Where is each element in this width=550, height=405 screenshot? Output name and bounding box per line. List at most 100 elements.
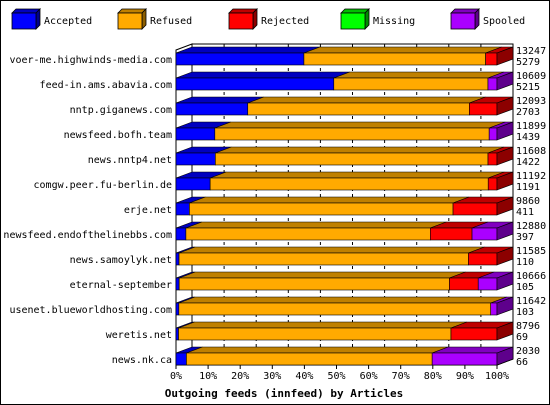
bar-segment-refused (185, 227, 431, 241)
legend-swatch-top (340, 8, 370, 14)
total-value-label: 8796 (516, 321, 540, 332)
bar-top-refused (189, 196, 470, 204)
bar-segment-refused (215, 152, 489, 166)
total-value-label: 10666 (516, 271, 546, 282)
x-tick-label: 40% (295, 371, 313, 382)
bar-segment-spooled (490, 302, 498, 316)
total-value-label: 11642 (516, 296, 546, 307)
bar-segment-rejected (485, 52, 498, 66)
bar-segment-refused (178, 252, 469, 266)
bar-segment-refused (189, 202, 454, 216)
bar-segment-refused (303, 52, 486, 66)
legend-swatch-refused (117, 12, 143, 30)
bar-segment-rejected (468, 252, 498, 266)
x-tick-label: 100% (485, 371, 509, 382)
accepted-value-label: 1439 (516, 132, 540, 143)
category-label: news.nk.ca (112, 355, 172, 366)
legend-label-spooled: Spooled (483, 16, 525, 27)
total-value-label: 9860 (516, 196, 540, 207)
bar-side (496, 196, 514, 216)
bar-top-refused (178, 246, 485, 254)
bar-side (496, 71, 514, 91)
bar-side (496, 346, 514, 366)
total-value-label: 10609 (516, 71, 546, 82)
bar-segment-rejected (469, 102, 498, 116)
total-value-label: 12093 (516, 96, 546, 107)
bar-segment-accepted (175, 52, 305, 66)
accepted-value-label: 110 (516, 257, 534, 268)
legend-swatch-spooled (450, 12, 476, 30)
category-label: weretis.net (106, 330, 172, 341)
bar-side (496, 46, 514, 66)
accepted-value-label: 397 (516, 232, 534, 243)
legend-swatch-top (117, 8, 147, 14)
bar-side (496, 321, 514, 341)
total-value-label: 11608 (516, 146, 546, 157)
category-label: eternal-september (70, 280, 172, 291)
bar-segment-refused (333, 77, 489, 91)
accepted-value-label: 103 (516, 307, 534, 318)
chart-title: Outgoing feeds (innfeed) by Articles (165, 387, 403, 400)
accepted-value-label: 69 (516, 332, 528, 343)
bar-side (496, 271, 514, 291)
x-tick-label: 50% (327, 371, 345, 382)
bar-segment-refused (178, 277, 450, 291)
bar-side (496, 121, 514, 141)
legend-swatch-side (474, 8, 480, 30)
accepted-value-label: 5215 (516, 82, 540, 93)
bar-segment-rejected (449, 277, 479, 291)
bar-segment-accepted (175, 202, 190, 216)
x-tick-label: 20% (231, 371, 249, 382)
x-tick-label: 60% (360, 371, 378, 382)
bar-segment-refused (178, 327, 452, 341)
accepted-value-label: 2703 (516, 107, 540, 118)
legend-label-rejected: Rejected (261, 16, 309, 27)
bar-segment-spooled (477, 277, 498, 291)
bar-segment-spooled (488, 127, 498, 141)
bar-segment-accepted (175, 127, 216, 141)
bar-segment-spooled (487, 77, 498, 91)
bar-segment-spooled (431, 352, 498, 366)
bar-top-accepted (175, 46, 321, 54)
bar-top-refused (215, 146, 505, 154)
legend-swatch-top (228, 8, 258, 14)
bar-segment-accepted (175, 77, 335, 91)
legend-label-missing: Missing (373, 16, 415, 27)
category-label: comgw.peer.fu-berlin.de (34, 180, 172, 191)
legend-label-refused: Refused (150, 16, 192, 27)
bar-segment-refused (209, 177, 489, 191)
bar-top-refused (333, 71, 505, 79)
bar-top-refused (178, 321, 468, 329)
bar-segment-accepted (175, 227, 187, 241)
total-value-label: 12880 (516, 221, 546, 232)
bar-side (496, 246, 514, 266)
bar-segment-rejected (450, 327, 498, 341)
legend-swatch-top (11, 8, 41, 14)
category-label: newsfeed.endofthelinebbs.com (3, 230, 172, 241)
accepted-value-label: 5279 (516, 57, 540, 68)
bar-top-refused (214, 121, 506, 129)
bar-top-accepted (175, 71, 350, 79)
x-tick-label: 70% (392, 371, 410, 382)
category-label: nntp.giganews.com (70, 105, 172, 116)
bar-top-refused (179, 271, 466, 279)
total-value-label: 11899 (516, 121, 546, 132)
category-label: erje.net (124, 205, 172, 216)
bar-segment-refused (186, 352, 433, 366)
bar-side (496, 296, 514, 316)
category-label: news.samoylyk.net (70, 255, 172, 266)
x-tick-label: 0% (170, 371, 182, 382)
legend-swatch-top (450, 8, 480, 14)
legend-swatch-side (364, 8, 370, 30)
bar-segment-accepted (175, 177, 211, 191)
category-label: news.nntp4.net (88, 155, 172, 166)
legend-label-accepted: Accepted (44, 16, 92, 27)
category-label: voer-me.highwinds-media.com (9, 55, 172, 66)
bar-top-refused (247, 96, 486, 104)
bar-segment-accepted (175, 352, 187, 366)
bar-segment-rejected (430, 227, 473, 241)
x-tick-label: 80% (424, 371, 442, 382)
bar-segment-accepted (175, 277, 180, 291)
